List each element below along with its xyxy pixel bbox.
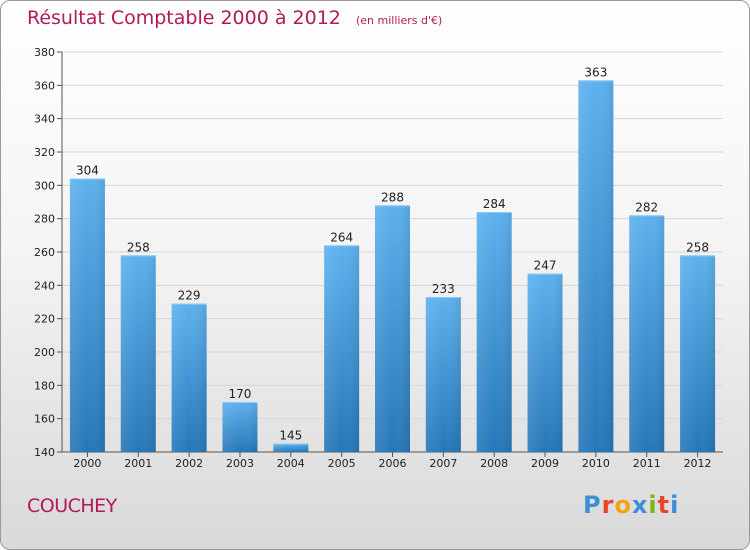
- bar-shine-2009: [527, 273, 563, 452]
- x-tick-label: 2006: [379, 457, 407, 470]
- x-tick-label: 2002: [175, 457, 203, 470]
- data-label: 282: [635, 200, 658, 214]
- y-tick-label: 180: [34, 379, 55, 392]
- y-tick-label: 140: [34, 446, 55, 459]
- y-tick-label: 220: [34, 313, 55, 326]
- x-tick-label: 2005: [328, 457, 356, 470]
- y-tick-label: 320: [34, 146, 55, 159]
- bar-shine-2000: [69, 178, 105, 452]
- data-label: 363: [584, 65, 607, 79]
- x-tick-label: 2000: [73, 457, 101, 470]
- y-tick-label: 200: [34, 346, 55, 359]
- y-tick-label: 360: [34, 79, 55, 92]
- chart-title: Résultat Comptable 2000 à 2012: [27, 7, 341, 29]
- bar-shine-2005: [324, 245, 360, 452]
- x-tick-label: 2001: [124, 457, 152, 470]
- bar-shine-2006: [375, 205, 410, 452]
- logo-letter: t: [657, 491, 671, 519]
- data-label: 284: [483, 197, 506, 211]
- bar-shine-2007: [425, 297, 461, 452]
- y-tick-label: 340: [34, 113, 55, 126]
- x-tick-label: 2004: [277, 457, 305, 470]
- bar-shine-2004: [273, 443, 309, 452]
- y-tick-label: 300: [34, 179, 55, 192]
- bar-shine-2012: [680, 255, 716, 452]
- bar-shine-2002: [171, 303, 207, 452]
- x-tick-label: 2011: [633, 457, 661, 470]
- data-label: 258: [686, 240, 709, 254]
- x-tick-label: 2008: [480, 457, 508, 470]
- bar-shine-2003: [222, 402, 258, 452]
- x-tick-label: 2003: [226, 457, 254, 470]
- data-label: 304: [76, 164, 99, 178]
- data-label: 229: [178, 289, 201, 303]
- proxiti-logo: Proxiti: [583, 491, 679, 519]
- chart-title-row: Résultat Comptable 2000 à 2012 (en milli…: [27, 7, 442, 29]
- y-tick-label: 240: [34, 279, 55, 292]
- city-name: COUCHEY: [27, 495, 117, 517]
- logo-letter: o: [614, 491, 632, 519]
- chart-subtitle: (en milliers d'€): [355, 14, 443, 27]
- x-tick-label: 2009: [531, 457, 559, 470]
- y-tick-label: 160: [34, 413, 55, 426]
- bar-shine-2010: [578, 80, 614, 452]
- bar-shine-2001: [120, 255, 156, 452]
- data-label: 170: [229, 387, 252, 401]
- x-tick-label: 2012: [684, 457, 712, 470]
- bar-shine-2011: [629, 215, 665, 452]
- logo-letter: P: [583, 491, 602, 519]
- data-label: 233: [432, 282, 455, 296]
- logo-letter: x: [631, 491, 649, 519]
- logo-letter: i: [670, 491, 680, 519]
- data-label: 145: [279, 429, 302, 443]
- y-tick-label: 260: [34, 246, 55, 259]
- x-tick-label: 2010: [582, 457, 610, 470]
- data-label: 264: [330, 230, 353, 244]
- data-label: 258: [127, 240, 150, 254]
- y-tick-label: 380: [34, 46, 55, 59]
- logo-letter: r: [601, 491, 615, 519]
- data-label: 288: [381, 190, 404, 204]
- y-tick-label: 280: [34, 213, 55, 226]
- x-tick-label: 2007: [429, 457, 457, 470]
- logo-letter: i: [648, 491, 658, 519]
- bar-shine-2008: [476, 212, 512, 452]
- data-label: 247: [534, 259, 557, 273]
